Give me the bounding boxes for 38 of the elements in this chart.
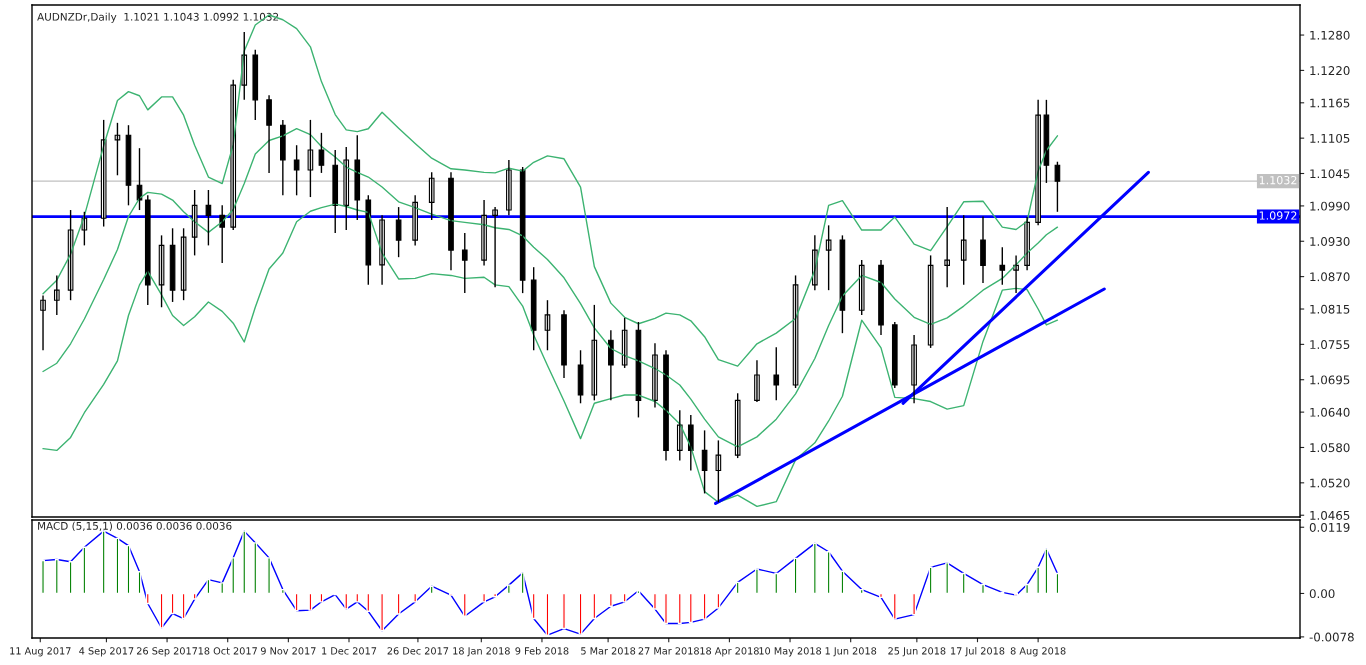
x-tick-label: 25 Jun 2018 [888, 647, 946, 657]
y-tick-label: 1.0990 [1310, 201, 1350, 211]
x-tick-label: 11 Aug 2017 [10, 647, 71, 657]
ref-line-label: 1.1032 [1259, 175, 1297, 185]
y-tick-label: 1.0695 [1310, 375, 1350, 385]
y-tick-label: 0.0119 [1309, 522, 1350, 532]
x-tick-label: 26 Sep 2017 [136, 647, 198, 657]
y-tick-label: 1.1220 [1310, 66, 1350, 76]
x-tick-label: 8 Aug 2018 [1010, 647, 1066, 657]
y-tick-label: 1.0870 [1310, 272, 1350, 282]
y-tick-label: 1.0755 [1310, 340, 1350, 350]
y-tick-label: 1.1165 [1310, 98, 1350, 108]
y-tick-label: 1.0520 [1310, 478, 1350, 488]
x-tick-label: 5 Mar 2018 [581, 647, 636, 655]
x-tick-label: 17 Jul 2018 [951, 647, 1005, 657]
x-tick-label: 9 Feb 2018 [515, 647, 569, 655]
y-tick-label: 1.0580 [1310, 443, 1350, 453]
y-tick-label: 1.0930 [1310, 236, 1350, 246]
x-tick-label: 9 Nov 2017 [260, 647, 316, 655]
y-tick-label: 1.0815 [1310, 304, 1350, 314]
x-tick-label: 18 Jan 2018 [453, 647, 510, 657]
y-tick-label: 1.0640 [1310, 407, 1350, 417]
chart-title: MACD (5,15,1) 0.0036 0.0036 0.0036 [38, 521, 232, 532]
y-tick-label: 1.1280 [1310, 30, 1350, 40]
x-tick-label: 10 May 2018 [759, 647, 822, 657]
x-tick-label: 26 Dec 2017 [387, 647, 449, 655]
x-tick-label: 1 Jun 2018 [825, 647, 877, 657]
x-tick-label: 1 Dec 2017 [322, 647, 377, 655]
y-tick-label: 1.1105 [1310, 133, 1350, 143]
ref-line-label: 1.0972 [1259, 211, 1297, 220]
x-tick-label: 4 Sep 2017 [79, 647, 134, 657]
y-tick-label: 0.00 [1309, 589, 1335, 599]
y-tick-label: 1.1045 [1310, 169, 1350, 179]
x-tick-label: 18 Apr 2018 [700, 647, 759, 657]
x-tick-label: 27 Mar 2018 [638, 647, 699, 655]
x-tick-label: 18 Oct 2017 [198, 647, 257, 655]
y-tick-label: 1.0465 [1310, 510, 1350, 520]
y-tick-label: -0.0078 [1309, 632, 1354, 642]
